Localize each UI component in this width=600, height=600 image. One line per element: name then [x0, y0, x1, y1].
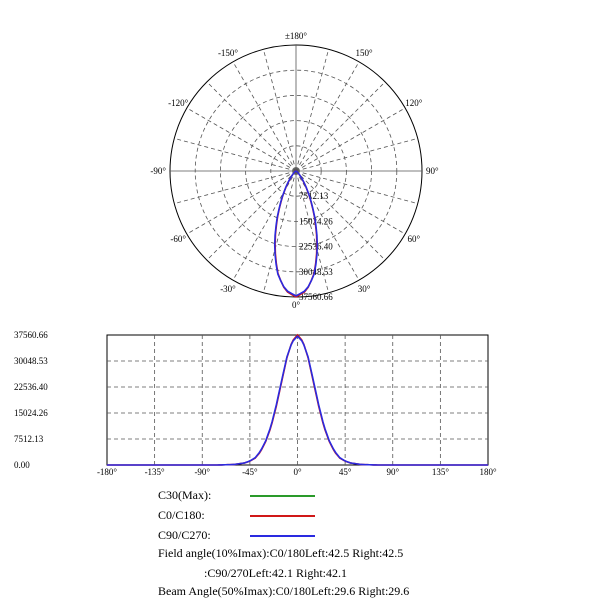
- polar-spoke: [232, 61, 297, 172]
- polar-angle-label: 90°: [426, 166, 439, 176]
- polar-spoke: [295, 170, 386, 261]
- polar-radial-label: 37560.66: [299, 292, 333, 302]
- polar-spoke: [174, 138, 297, 172]
- polar-spoke: [295, 170, 329, 293]
- legend-label-c90: C90/C270:: [158, 528, 211, 542]
- x-tick-label: 180°: [479, 467, 497, 477]
- polar-spoke: [295, 170, 406, 235]
- polar-spoke: [295, 138, 418, 172]
- polar-angle-label: -120°: [168, 98, 188, 108]
- field-angle-c90: :C90/270Left:42.1 Right:42.1: [204, 566, 347, 580]
- x-tick-label: 45°: [339, 467, 352, 477]
- x-tick-label: 135°: [432, 467, 450, 477]
- polar-angle-label: 60°: [407, 234, 420, 244]
- x-tick-label: 0°: [293, 467, 302, 477]
- polar-angle-label: -150°: [218, 48, 238, 58]
- polar-spoke: [174, 170, 297, 204]
- x-tick-label: -135°: [145, 467, 165, 477]
- x-tick-label: -180°: [97, 467, 117, 477]
- polar-angle-label: 30°: [358, 284, 371, 294]
- polar-angle-label: ±180°: [285, 31, 307, 41]
- x-tick-label: -90°: [194, 467, 210, 477]
- polar-spoke: [295, 170, 418, 204]
- x-tick-label: 90°: [386, 467, 399, 477]
- y-tick-label: 37560.66: [14, 330, 48, 340]
- legend-label-c0: C0/C180:: [158, 508, 205, 522]
- legend-label-c30: C30(Max):: [158, 488, 212, 502]
- polar-angle-label: -30°: [220, 284, 236, 294]
- polar-radial-label: 7512.13: [299, 191, 329, 201]
- polar-angle-label: 120°: [405, 98, 423, 108]
- field-angle-c0: Field angle(10%Imax):C0/180Left:42.5 Rig…: [158, 546, 404, 560]
- polar-diagram: ±180° 150° 120° 90° 60° 30° 0° -30° -60° -90° -120…: [150, 31, 439, 310]
- cartesian-chart: 37560.66 30048.53 22536.40 15024.26 7512.13 0…: [14, 330, 497, 477]
- x-tick-label: -45°: [242, 467, 258, 477]
- beam-angle-c0: Beam Angle(50%Imax):C0/180Left:29.6 Righ…: [158, 584, 410, 598]
- polar-series-C90/C270: [273, 170, 319, 297]
- polar-spoke: [295, 81, 386, 172]
- polar-spoke: [206, 81, 297, 172]
- polar-spoke: [295, 107, 406, 172]
- polar-angle-label: 150°: [355, 48, 373, 58]
- polar-angle-label: 0°: [292, 300, 301, 310]
- y-tick-label: 15024.26: [14, 408, 48, 418]
- y-tick-label: 22536.40: [14, 382, 48, 392]
- cart-series-C90/C270: [107, 335, 488, 466]
- polar-spoke: [263, 170, 297, 293]
- polar-radial-label: 30048.53: [299, 267, 333, 277]
- polar-spoke: [263, 49, 297, 172]
- legend-swatch-c90: [250, 535, 315, 537]
- polar-angle-label: -90°: [150, 166, 166, 176]
- polar-spoke: [206, 170, 297, 261]
- y-tick-label: 7512.13: [14, 434, 44, 444]
- polar-spoke: [186, 107, 297, 172]
- polar-angle-label: -60°: [170, 234, 186, 244]
- polar-spoke: [295, 61, 360, 172]
- polar-spoke: [295, 49, 329, 172]
- y-tick-label: 0.00: [14, 460, 30, 470]
- y-tick-label: 30048.53: [14, 356, 48, 366]
- polar-spoke: [186, 170, 297, 235]
- legend-swatch-c0: [250, 515, 315, 517]
- legend-swatch-c30: [250, 495, 315, 497]
